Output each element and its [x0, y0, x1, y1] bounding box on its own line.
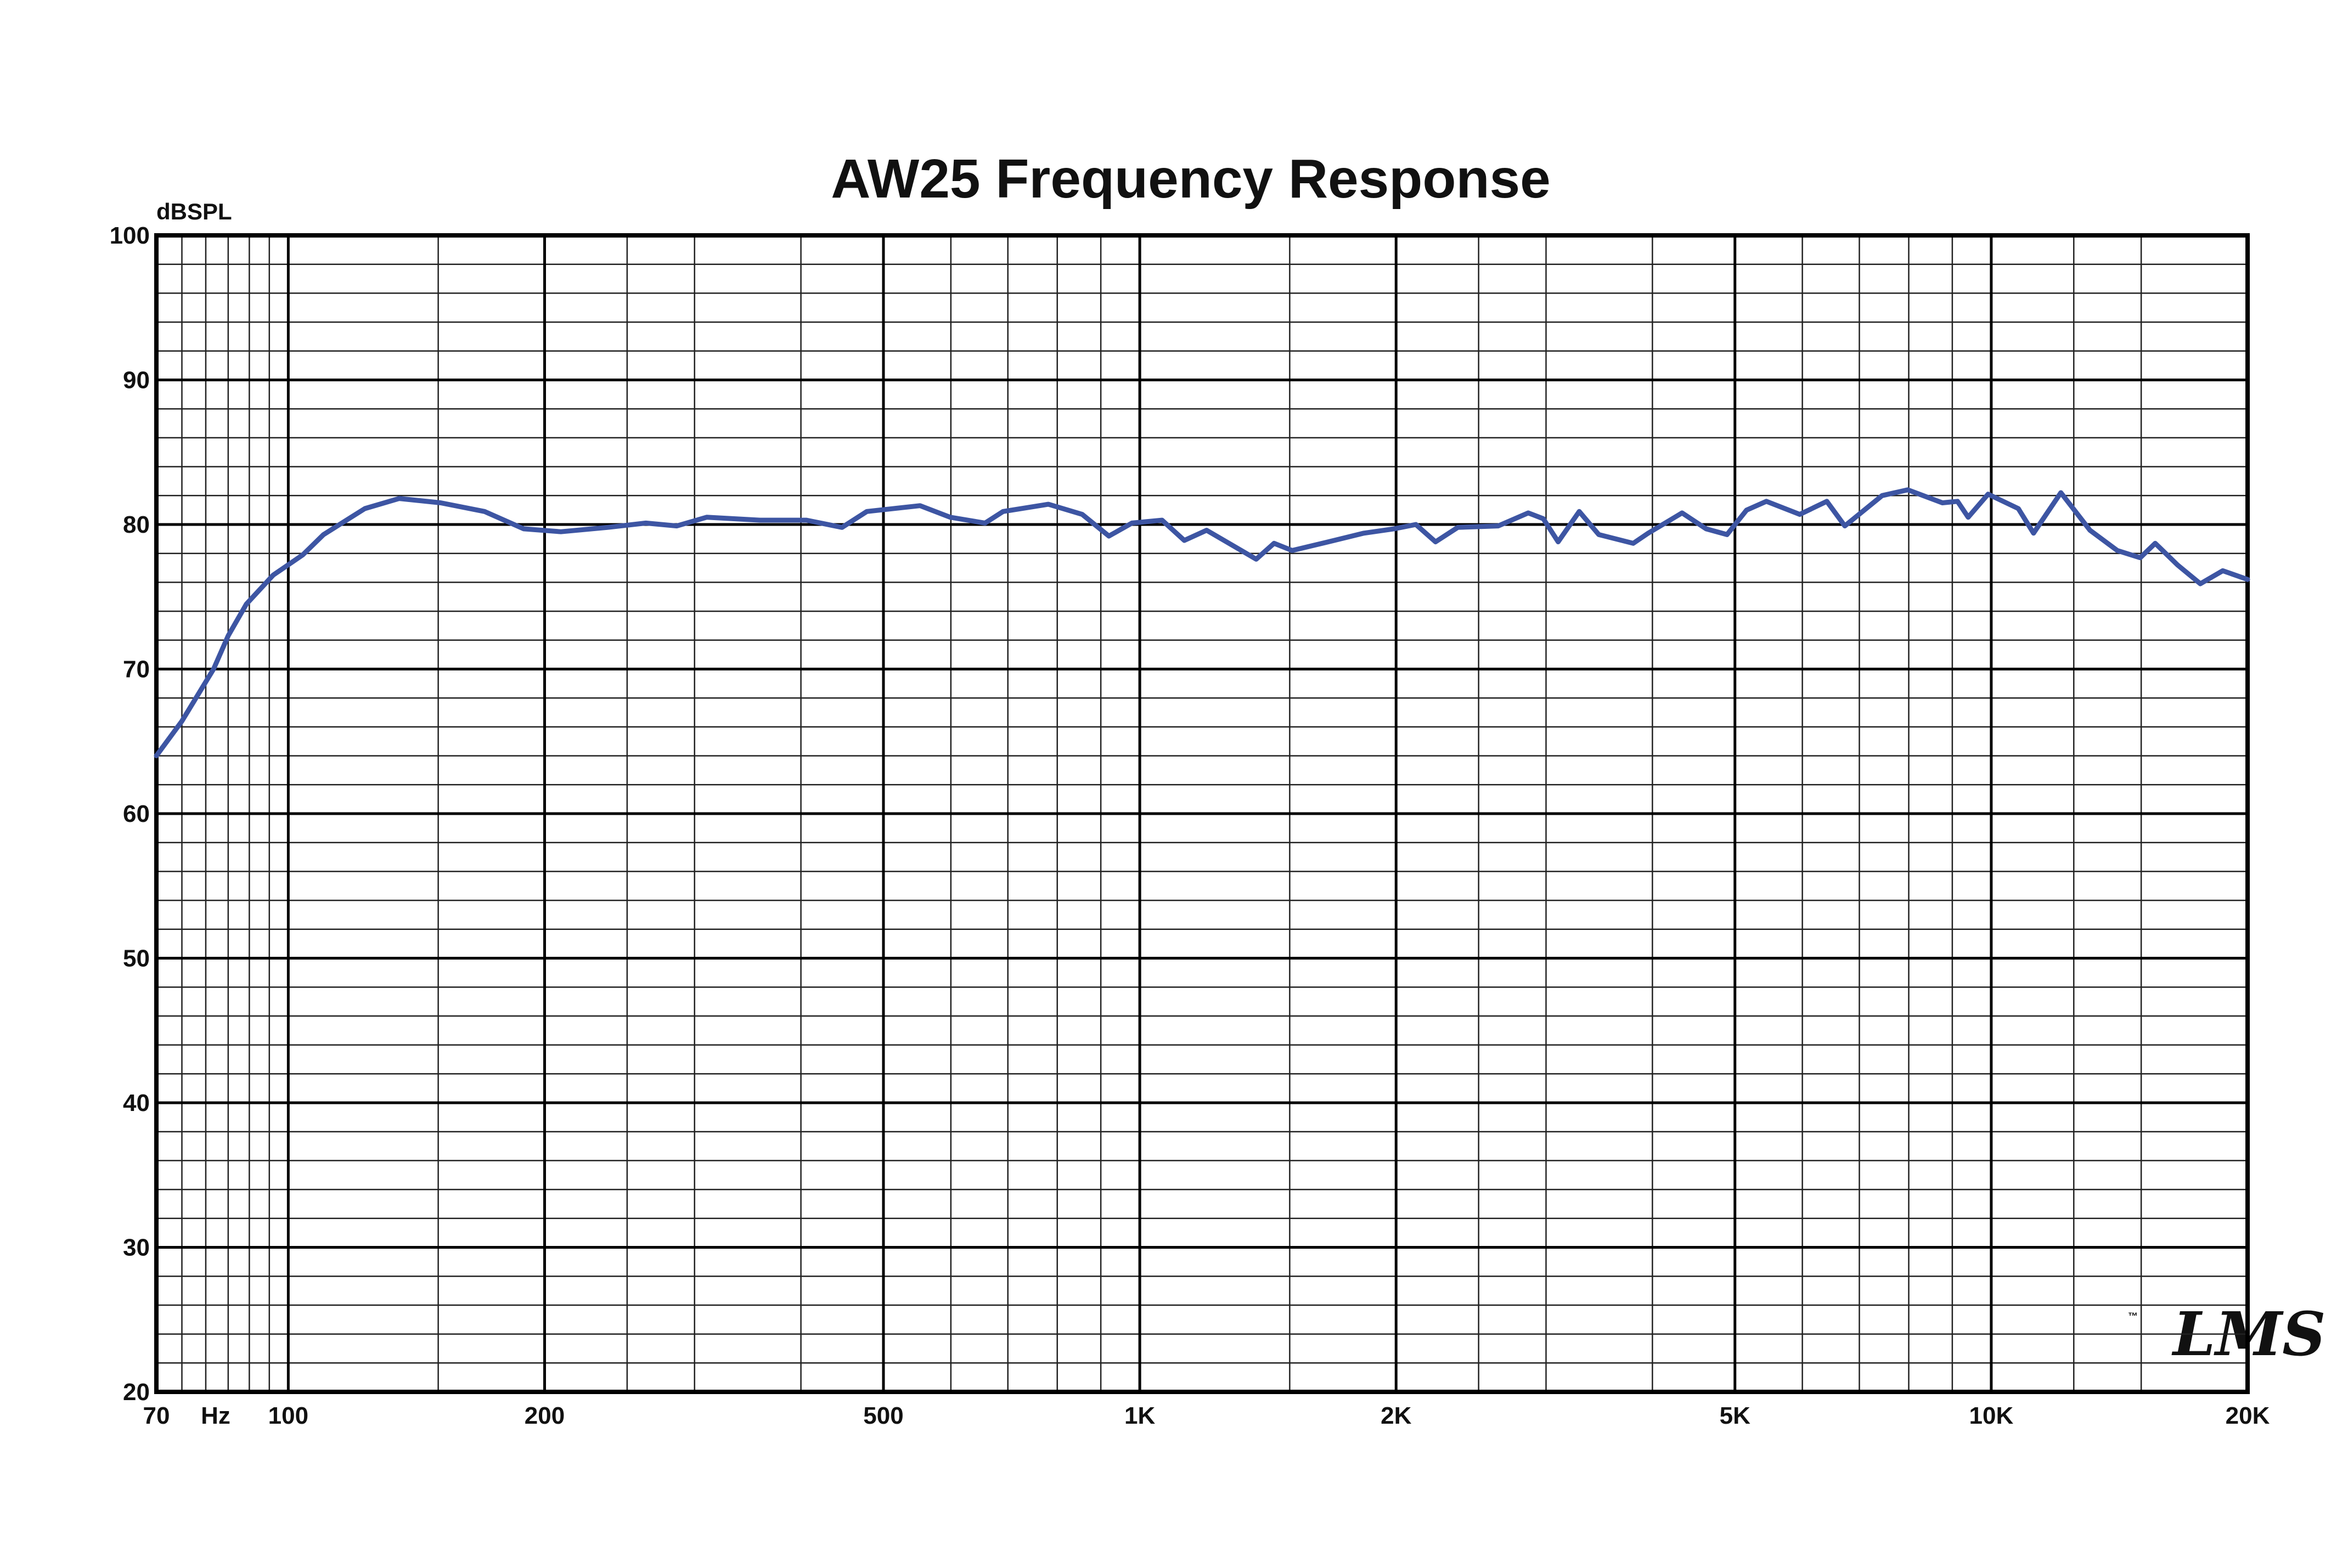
x-tick-label: 500	[863, 1402, 903, 1429]
y-tick-label: 20	[123, 1379, 150, 1406]
response-curve	[154, 487, 2250, 759]
x-tick-label: 2K	[1381, 1402, 1411, 1429]
y-tick-label: 60	[123, 800, 150, 827]
y-axis-label: dBSPL	[156, 199, 232, 224]
y-tick-label: 100	[110, 222, 150, 249]
x-tick-label: 70	[143, 1402, 170, 1429]
y-tick-label: 80	[123, 511, 150, 538]
y-tick-label: 30	[123, 1234, 150, 1261]
y-tick-label: 70	[123, 656, 150, 683]
x-tick-label: 1K	[1124, 1402, 1155, 1429]
x-tick-label: 10K	[1969, 1402, 2014, 1429]
y-tick-label: 90	[123, 367, 150, 394]
x-tick-label: 5K	[1720, 1402, 1750, 1429]
plot-frame	[154, 233, 2250, 1394]
x-tick-label: 100	[268, 1402, 308, 1429]
x-tick-label: 20K	[2226, 1402, 2270, 1429]
chart-title: AW25 Frequency Response	[831, 148, 1551, 210]
x-tick-label: 200	[525, 1402, 565, 1429]
y-tick-label: 50	[123, 945, 150, 972]
logo-mark: ™	[2128, 1311, 2138, 1322]
x-unit-label: Hz	[201, 1402, 230, 1429]
y-tick-label: 40	[123, 1090, 150, 1116]
